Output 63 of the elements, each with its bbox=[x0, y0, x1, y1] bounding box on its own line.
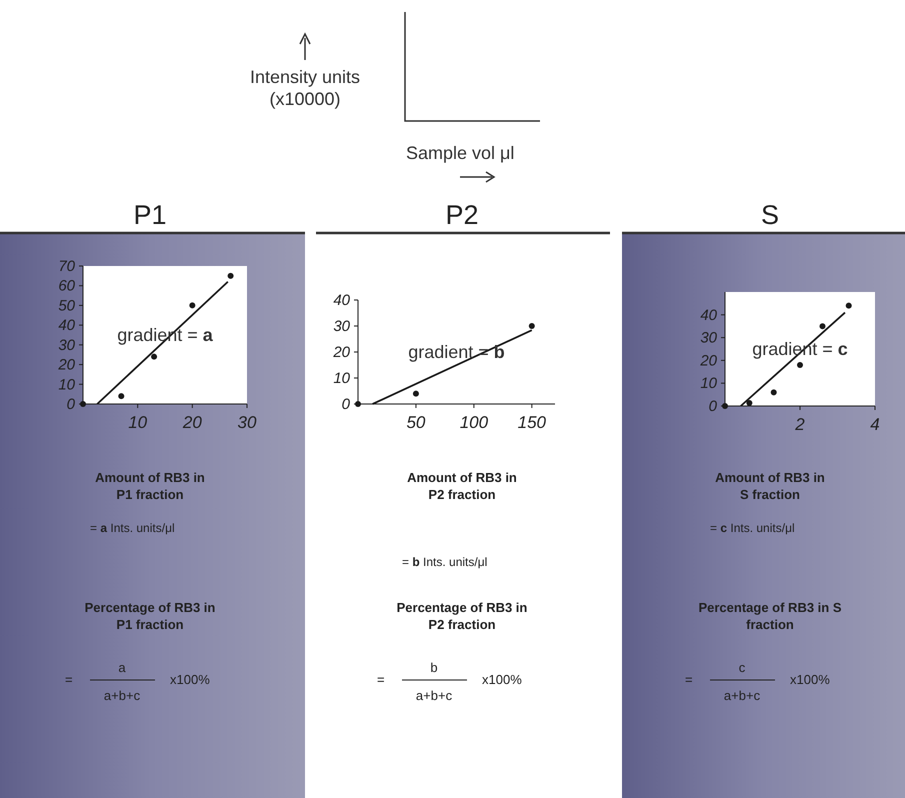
y-tick-label: 60 bbox=[58, 278, 76, 295]
y-tick-label: 50 bbox=[58, 297, 76, 314]
x-tick-label: 30 bbox=[238, 413, 257, 432]
x-tick-label: 100 bbox=[460, 413, 489, 432]
y-tick-label: 30 bbox=[700, 330, 718, 347]
x-tick-label: 50 bbox=[406, 413, 426, 432]
text: Amount of RB3 in P2 fraction bbox=[407, 470, 517, 502]
point bbox=[797, 362, 803, 368]
y-tick-label: 40 bbox=[58, 317, 76, 334]
y-tick-label: 10 bbox=[700, 375, 718, 392]
y-tick-label: 40 bbox=[333, 292, 351, 309]
y-tick-label: 20 bbox=[332, 344, 351, 361]
y-tick-label: 10 bbox=[58, 376, 76, 394]
point bbox=[528, 323, 535, 329]
y-tick-label: 0 bbox=[708, 398, 718, 415]
point bbox=[846, 302, 852, 309]
point bbox=[770, 389, 777, 396]
text: x100% bbox=[790, 672, 830, 687]
point bbox=[746, 400, 752, 406]
text: Amount of RB3 in S fraction bbox=[715, 470, 825, 502]
point bbox=[151, 354, 158, 360]
y-tick-label: 10 bbox=[333, 370, 351, 387]
text: c bbox=[738, 660, 746, 675]
x-tick-label: 4 bbox=[870, 415, 880, 434]
chart-title: S bbox=[760, 200, 780, 230]
text: a+b+c bbox=[724, 688, 761, 703]
text: = bbox=[685, 672, 693, 687]
text: a+b+c bbox=[416, 688, 453, 703]
x-tick-label: 20 bbox=[182, 413, 202, 432]
text: x100% bbox=[482, 672, 522, 687]
point bbox=[228, 272, 234, 279]
text: Sample vol μl bbox=[406, 143, 514, 163]
x-tick-label: 150 bbox=[518, 413, 547, 432]
text: = bbox=[377, 672, 385, 687]
y-tick-label: 0 bbox=[342, 396, 351, 413]
y-tick-label: 30 bbox=[58, 336, 76, 354]
text: a+b+c bbox=[104, 688, 141, 703]
x-tick-label: 2 bbox=[794, 415, 806, 434]
text: Percentage of RB3 in P2 fraction bbox=[396, 600, 528, 632]
point bbox=[189, 302, 196, 308]
y-tick-label: 0 bbox=[66, 396, 76, 413]
text: Percentage of RB3 in P1 fraction bbox=[84, 600, 216, 632]
text: = b Ints. units/μl bbox=[402, 555, 488, 569]
text: a bbox=[118, 660, 126, 675]
x-tick-label: 10 bbox=[128, 413, 148, 432]
point bbox=[412, 390, 419, 397]
text: b bbox=[430, 660, 438, 675]
chart-title: P1 bbox=[133, 200, 167, 230]
point bbox=[118, 393, 124, 400]
text: Intensity units (x10000) bbox=[250, 67, 360, 109]
y-tick-label: 20 bbox=[699, 352, 718, 370]
text: = bbox=[65, 672, 73, 687]
text: Percentage of RB3 in S fraction bbox=[698, 600, 842, 632]
y-tick-label: 30 bbox=[333, 318, 351, 335]
chart-title: P2 bbox=[445, 200, 479, 230]
text: = c Ints. units/μl bbox=[710, 521, 795, 535]
text: Amount of RB3 in P1 fraction bbox=[95, 470, 205, 502]
y-tick-label: 70 bbox=[58, 258, 76, 275]
y-tick-label: 40 bbox=[700, 306, 718, 324]
y-tick-label: 20 bbox=[57, 356, 76, 374]
text: = a Ints. units/μl bbox=[90, 521, 175, 535]
text: x100% bbox=[170, 672, 210, 687]
point bbox=[820, 323, 826, 330]
